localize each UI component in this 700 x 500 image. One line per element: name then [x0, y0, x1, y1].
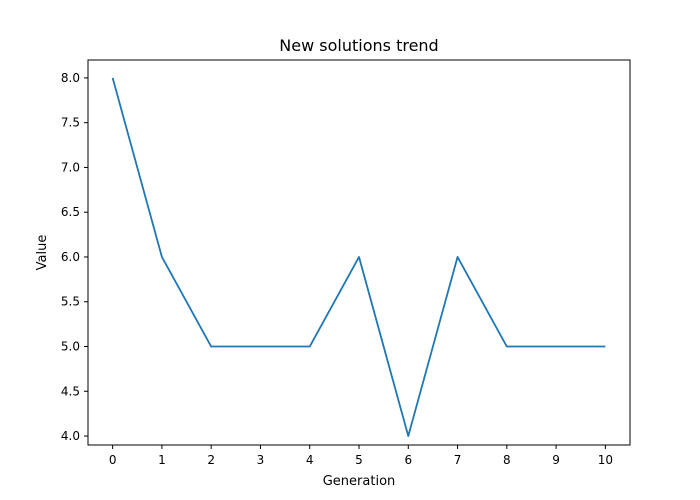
x-tick-label: 4 [306, 453, 314, 467]
x-tick-label: 6 [404, 453, 412, 467]
y-tick-label: 7.5 [61, 116, 80, 130]
x-tick-label: 10 [598, 453, 613, 467]
y-axis-ticks: 4.0 4.5 5.0 5.5 6.0 6.5 7.0 7.5 8.0 [61, 71, 88, 443]
y-tick-label: 6.5 [61, 205, 80, 219]
x-tick-label: 8 [503, 453, 511, 467]
y-axis-label: Value [35, 235, 50, 271]
x-tick-label: 3 [257, 453, 265, 467]
y-tick-label: 5.5 [61, 295, 80, 309]
x-axis-label: Generation [323, 474, 396, 489]
y-tick-label: 4.5 [61, 384, 80, 398]
x-tick-label: 1 [158, 453, 166, 467]
y-tick-label: 8.0 [61, 71, 80, 85]
x-tick-label: 2 [207, 453, 215, 467]
x-tick-label: 7 [454, 453, 462, 467]
y-tick-label: 5.0 [61, 340, 80, 354]
x-tick-label: 5 [355, 453, 363, 467]
plot-layer [111, 77, 606, 437]
x-axis-ticks: 0 1 2 3 4 5 6 7 8 9 10 [109, 445, 613, 467]
y-tick-label: 4.0 [61, 429, 80, 443]
series-line-0 [111, 77, 606, 437]
chart-title: New solutions trend [279, 36, 438, 55]
x-tick-label: 0 [109, 453, 117, 467]
y-tick-label: 6.0 [61, 250, 80, 264]
x-tick-label: 9 [552, 453, 560, 467]
y-tick-label: 7.0 [61, 160, 80, 174]
